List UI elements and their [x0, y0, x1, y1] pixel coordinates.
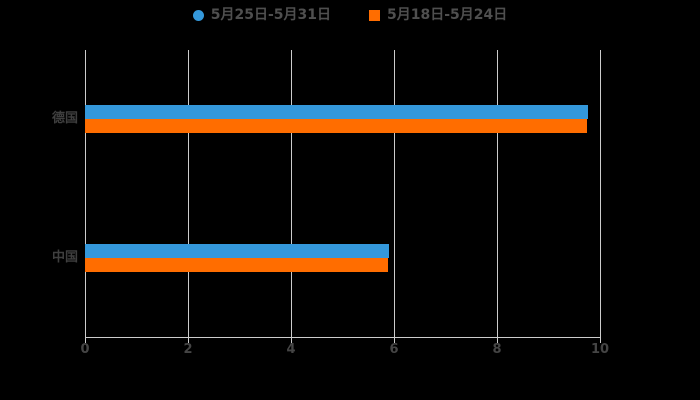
x-axis-tick-label: 0 [80, 342, 90, 357]
legend-label: 5月18日-5月24日 [387, 7, 508, 23]
legend-square-icon [369, 9, 380, 21]
y-axis-category-label: 德国 [51, 111, 78, 126]
gridline [84, 50, 86, 337]
x-axis-tick-label: 6 [389, 342, 399, 357]
x-axis-tick-label: 8 [492, 342, 502, 357]
gridline [496, 50, 498, 337]
x-axis-tick-label: 4 [286, 342, 296, 357]
bar [85, 244, 389, 258]
legend-item-1[interactable]: 5月18日-5月24日 [369, 8, 507, 22]
x-axis-tick [84, 338, 86, 343]
x-axis-tick-label: 2 [183, 342, 193, 357]
x-axis-tick-label: 10 [590, 342, 610, 357]
chart-legend: 5月25日-5月31日 5月18日-5月24日 [0, 5, 700, 25]
x-axis-tick [496, 338, 498, 343]
gridline [187, 50, 189, 337]
gridline [290, 50, 292, 337]
bar [85, 119, 587, 133]
x-axis-tick [290, 338, 292, 343]
bar [85, 258, 388, 272]
legend-item-0[interactable]: 5月25日-5月31日 [192, 7, 331, 23]
legend-label: 5月25日-5月31日 [210, 7, 331, 23]
gridline [599, 50, 601, 337]
gridline [393, 50, 395, 337]
legend-circle-icon [192, 9, 204, 21]
x-axis-line [84, 337, 601, 338]
x-axis-tick [393, 338, 395, 343]
x-axis-tick [187, 338, 189, 343]
y-axis-category-label: 中国 [51, 250, 78, 265]
x-axis-tick [599, 338, 601, 343]
bar [85, 105, 588, 119]
